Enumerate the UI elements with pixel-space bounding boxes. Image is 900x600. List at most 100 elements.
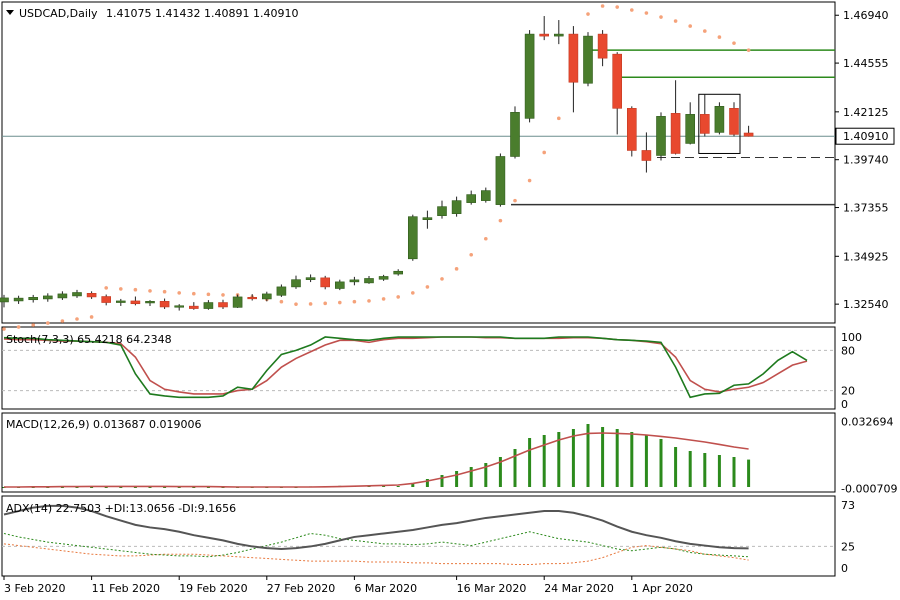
- candle: [685, 114, 696, 144]
- psar-dot: [31, 323, 35, 327]
- psar-dot: [119, 287, 123, 291]
- macd-histogram-bar: [586, 424, 590, 487]
- psar-dot: [162, 289, 167, 294]
- candle: [291, 279, 301, 288]
- psar-dot: [75, 317, 79, 321]
- price-pane[interactable]: [1, 1, 836, 324]
- adx-pane[interactable]: [1, 495, 836, 577]
- macd-pane[interactable]: [1, 412, 836, 493]
- psar-dot: [352, 299, 357, 304]
- stochastic-tick-label: 0: [841, 398, 848, 411]
- candle: [480, 190, 491, 201]
- price-tick-label: 1.42125: [843, 106, 889, 119]
- candle: [130, 300, 141, 305]
- psar-dot: [367, 299, 371, 303]
- macd-histogram-bar: [557, 432, 561, 487]
- candle: [699, 114, 710, 134]
- minus-di-line: [3, 543, 749, 566]
- price-tick-label: 1.44555: [843, 57, 889, 70]
- candle: [729, 108, 739, 135]
- time-tick-label: 19 Feb 2020: [179, 582, 247, 595]
- symbol-menu-arrow-icon[interactable]: [6, 10, 14, 15]
- highlight-rectangle[interactable]: [698, 93, 741, 154]
- macd-histogram-bar: [630, 432, 634, 487]
- psar-dot: [454, 267, 459, 271]
- price-axis: 1.46940 1.44555 1.42125 1.39740 1.37355 1.349…: [835, 9, 897, 575]
- macd-histogram-bar: [425, 479, 429, 487]
- macd-histogram-bar: [177, 487, 181, 488]
- adx-main-line: [3, 504, 749, 551]
- psar-dot: [323, 301, 328, 306]
- price-tick-label: 1.39740: [843, 154, 889, 167]
- candle: [101, 296, 111, 303]
- stochastic-main-line: [3, 336, 808, 399]
- macd-histogram-bar: [396, 486, 400, 487]
- candle: [42, 295, 53, 300]
- psar-dot: [221, 293, 225, 297]
- symbol-label: USDCAD,Daily: [19, 7, 98, 20]
- macd-histogram-bar: [674, 447, 678, 487]
- macd-histogram-bar: [571, 429, 575, 487]
- macd-label: MACD(12,26,9) 0.013687 0.019006: [6, 418, 202, 431]
- macd-histogram-bar: [542, 435, 546, 487]
- macd-histogram-bar: [498, 457, 502, 487]
- adx-label: ADX(14) 22.7503 +DI:13.0656 -DI:9.1656: [6, 502, 236, 515]
- candle: [72, 292, 82, 297]
- psar-dot: [60, 319, 65, 323]
- macd-histogram-bar: [601, 427, 605, 487]
- price-tick-label: 1.32540: [843, 298, 889, 311]
- candle: [407, 216, 418, 260]
- parabolic-sar: [2, 4, 751, 331]
- psar-dot: [586, 12, 590, 16]
- ohlc-readout: 1.41075 1.41432 1.40891 1.40910: [106, 7, 298, 20]
- price-tick-label: 1.37355: [843, 202, 889, 215]
- macd-signal-line: [4, 432, 749, 488]
- price-tick-label: 1.34925: [843, 250, 889, 263]
- macd-histogram-bar: [469, 467, 473, 487]
- candle: [334, 281, 345, 289]
- macd-tick-label: 0.032694: [841, 416, 894, 429]
- macd-plot: [2, 424, 751, 488]
- candle: [305, 277, 316, 280]
- time-tick-label: 27 Feb 2020: [267, 582, 335, 595]
- macd-histogram-bar: [528, 438, 532, 487]
- price-tick-label: 1.46940: [843, 9, 889, 22]
- macd-histogram-bar: [732, 457, 736, 487]
- macd-tick-label: -0.000709: [841, 482, 897, 495]
- macd-histogram-bar: [192, 487, 196, 488]
- time-tick-label: 6 Mar 2020: [354, 582, 417, 595]
- candle: [159, 301, 170, 308]
- psar-dot: [2, 327, 6, 331]
- psar-dot: [148, 289, 152, 293]
- candle: [437, 206, 447, 216]
- candle: [203, 302, 214, 309]
- stochastic-signal-line: [3, 336, 808, 395]
- candle: [276, 286, 287, 296]
- psar-dot: [644, 11, 649, 15]
- candle: [189, 305, 199, 309]
- candle: [232, 296, 243, 308]
- psar-dot: [717, 35, 722, 39]
- candle: [247, 297, 257, 300]
- psar-dot: [484, 236, 488, 241]
- time-axis: 3 Feb 2020 11 Feb 2020 19 Feb 2020 27 Feb 2…: [3, 576, 693, 595]
- candle: [524, 33, 535, 119]
- candle: [612, 53, 623, 109]
- macd-histogram-bar: [148, 487, 152, 488]
- plus-di-line: [3, 531, 749, 558]
- psar-dot: [557, 116, 561, 121]
- macd-histogram-bar: [703, 453, 707, 487]
- psar-dot: [294, 302, 298, 306]
- macd-histogram-bar: [119, 487, 123, 488]
- macd-histogram-bar: [513, 449, 517, 487]
- candle: [626, 108, 637, 151]
- stochastic-tick-label: 100: [841, 331, 862, 344]
- macd-histogram-bar: [133, 487, 137, 488]
- macd-histogram-bar: [104, 487, 108, 488]
- macd-histogram-bar: [75, 487, 79, 488]
- macd-histogram-bar: [659, 439, 663, 487]
- time-tick-label: 1 Apr 2020: [632, 582, 693, 595]
- time-tick-label: 16 Mar 2020: [457, 582, 527, 595]
- psar-dot: [104, 286, 108, 290]
